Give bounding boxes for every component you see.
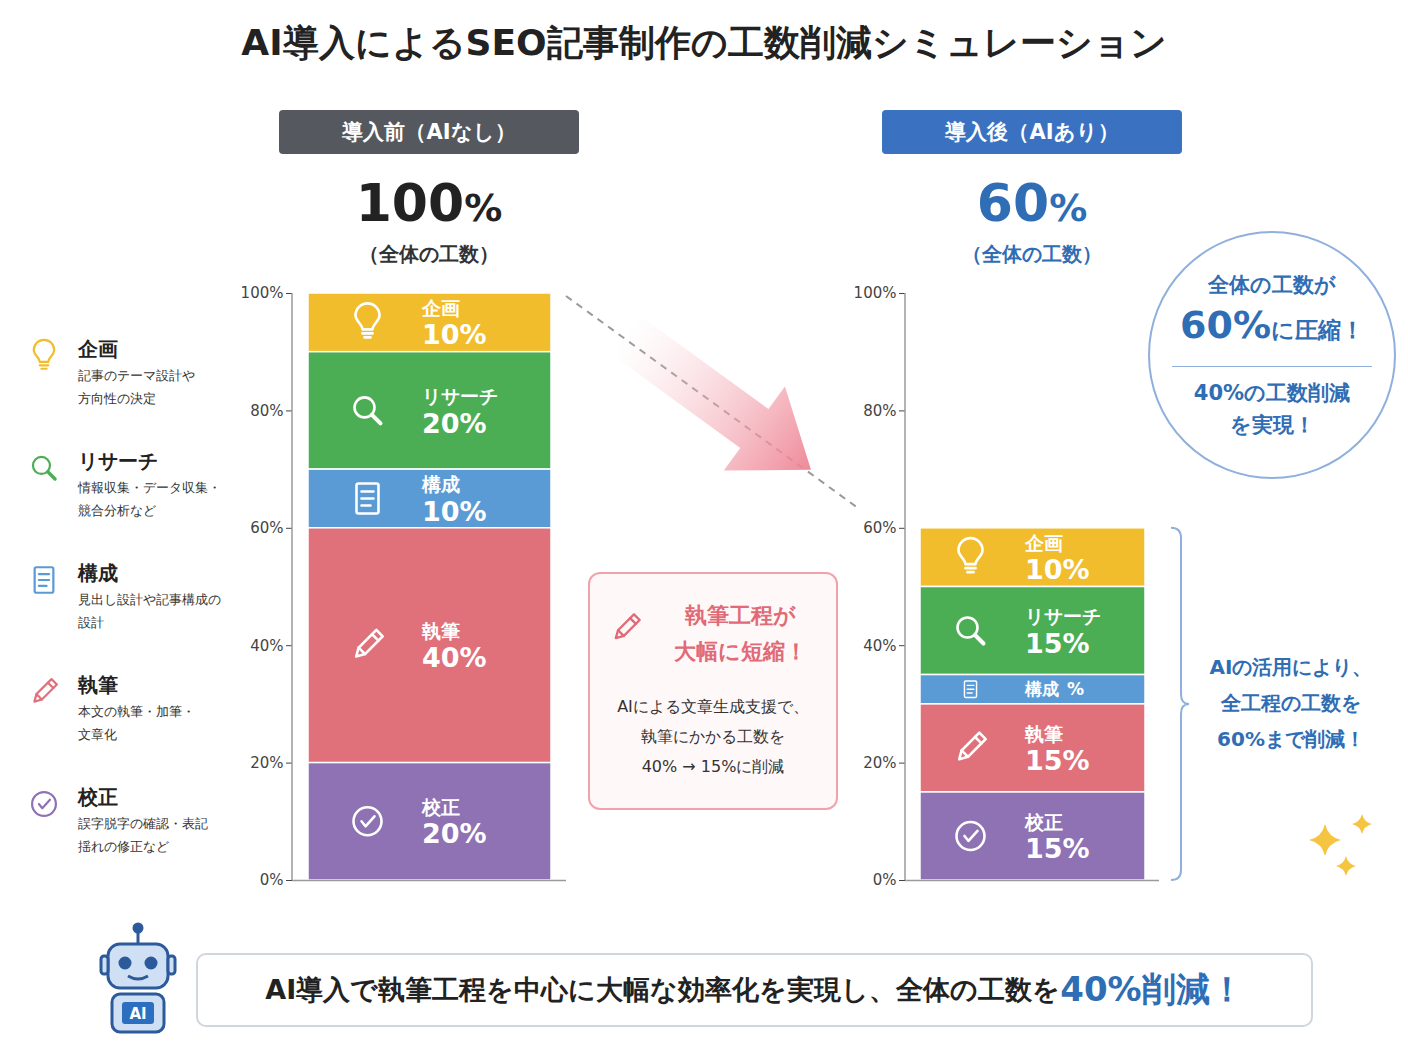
html-text:（全体の工数）: （全体の工数）	[962, 242, 1102, 266]
svg-text:0%: 0%	[873, 871, 897, 889]
svg-text:10%: 10%	[1025, 554, 1090, 585]
html-text:60%: 60%	[976, 173, 1088, 233]
svg-text:15%: 15%	[1025, 745, 1090, 776]
svg-text:リサーチ: リサーチ	[422, 385, 498, 407]
svg-text:40%: 40%	[422, 642, 487, 673]
html-text:設計: 設計	[78, 615, 104, 630]
svg-text:執筆: 執筆	[1024, 723, 1063, 745]
svg-text:構成: 構成	[421, 473, 460, 495]
html-text:執筆にかかる工数を: 執筆にかかる工数を	[641, 727, 785, 746]
html-text:執筆工程が: 執筆工程が	[684, 603, 796, 628]
html-text:構成: 構成	[78, 561, 118, 585]
svg-text:40%: 40%	[863, 637, 896, 655]
svg-text:20%: 20%	[863, 754, 896, 772]
html-text:40% → 15%に削減: 40% → 15%に削減	[641, 757, 785, 776]
svg-text:80%: 80%	[863, 402, 896, 420]
svg-text:15%: 15%	[1025, 628, 1090, 659]
html-text:企画: 企画	[78, 337, 118, 361]
svg-text:40%: 40%	[250, 637, 283, 655]
html-text:を実現！: を実現！	[1229, 412, 1315, 437]
html-text:100%: 100%	[355, 173, 503, 233]
svg-text:20%: 20%	[422, 818, 487, 849]
html-text:大幅に短縮！: 大幅に短縮！	[673, 639, 807, 664]
svg-text:20%: 20%	[250, 754, 283, 772]
html-text:40%の工数削減: 40%の工数削減	[1193, 380, 1351, 405]
svg-text:100%: 100%	[241, 284, 284, 302]
html-text:方向性の決定: 方向性の決定	[78, 391, 156, 406]
html-text:AI導入によるSEO記事制作の工数削減シミュレーション: AI導入によるSEO記事制作の工数削減シミュレーション	[241, 22, 1167, 63]
html-text:執筆: 執筆	[78, 673, 118, 697]
svg-text:企画: 企画	[1024, 532, 1063, 554]
svg-text:60%: 60%	[250, 519, 283, 537]
html-text:AIの活用により、: AIの活用により、	[1209, 654, 1373, 679]
html-text:AIによる文章生成支援で、: AIによる文章生成支援で、	[617, 697, 809, 716]
svg-text:企画: 企画	[421, 297, 460, 319]
svg-text:20%: 20%	[422, 408, 487, 439]
html-text:全体の工数が: 全体の工数が	[1208, 272, 1336, 297]
svg-text:15%: 15%	[1025, 833, 1090, 864]
html-text:AI導入で執筆工程を中心に大幅な効率化を実現し、全体の工数を: AI導入で執筆工程を中心に大幅な効率化を実現し、全体の工数を40%削減！	[265, 969, 1244, 1009]
html-text:導入後（AIあり）: 導入後（AIあり）	[945, 120, 1119, 144]
svg-text:%: %	[1067, 679, 1084, 699]
html-text:記事のテーマ設計や: 記事のテーマ設計や	[78, 368, 195, 383]
html-text:見出し設計や記事構成の: 見出し設計や記事構成の	[78, 592, 221, 607]
svg-text:0%: 0%	[260, 871, 284, 889]
html-text:全工程の工数を: 全工程の工数を	[1221, 690, 1361, 715]
svg-text:10%: 10%	[422, 496, 487, 527]
svg-text:10%: 10%	[422, 319, 487, 350]
html-text:校正: 校正	[78, 785, 118, 809]
svg-text:100%: 100%	[854, 284, 897, 302]
svg-text:リサーチ: リサーチ	[1025, 605, 1101, 627]
svg-text:執筆: 執筆	[421, 620, 460, 642]
html-text:リサーチ: リサーチ	[78, 449, 158, 473]
svg-text:校正: 校正	[1024, 811, 1063, 833]
html-text:情報収集・データ収集・: 情報収集・データ収集・	[78, 480, 221, 495]
html-text:60%まで削減！: 60%まで削減！	[1217, 726, 1365, 751]
svg-text:校正: 校正	[421, 796, 460, 818]
svg-text:構成: 構成	[1024, 679, 1059, 699]
svg-text:80%: 80%	[250, 402, 283, 420]
html-text:60%に圧縮！: 60%に圧縮！	[1180, 302, 1364, 347]
html-text:本文の執筆・加筆・: 本文の執筆・加筆・	[78, 704, 195, 719]
html-text:競合分析など: 競合分析など	[78, 503, 156, 518]
html-text:文章化: 文章化	[78, 727, 117, 742]
svg-text:AI: AI	[129, 1005, 146, 1023]
html-text:誤字脱字の確認・表記: 誤字脱字の確認・表記	[78, 816, 208, 831]
html-text:揺れの修正など: 揺れの修正など	[78, 839, 169, 854]
html-text:（全体の工数）: （全体の工数）	[359, 242, 499, 266]
html-text:導入前（AIなし）: 導入前（AIなし）	[342, 120, 516, 144]
svg-text:60%: 60%	[863, 519, 896, 537]
